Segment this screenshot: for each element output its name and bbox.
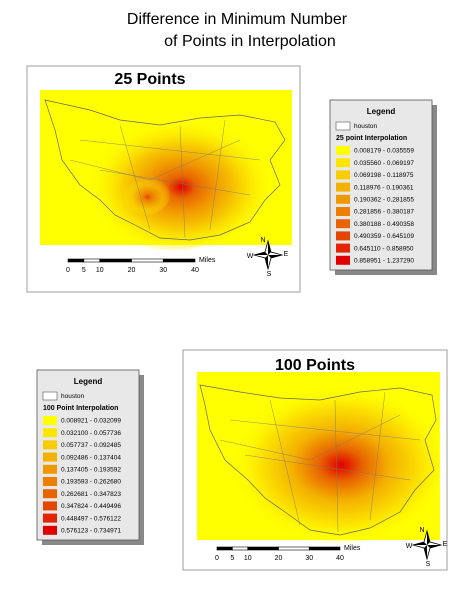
class-label: 0.035560 - 0.069197	[354, 160, 414, 167]
class-swatch	[43, 489, 57, 499]
scale-label: 40	[336, 555, 344, 562]
scale-segment	[247, 546, 279, 551]
class-label: 0.057737 - 0.092485	[61, 442, 121, 449]
class-label: 0.190362 - 0.281855	[354, 197, 414, 204]
class-swatch	[43, 477, 57, 486]
class-swatch	[336, 207, 350, 216]
scale-label: 40	[191, 267, 199, 274]
road-lines	[69, 119, 261, 239]
compass-n: N	[419, 527, 424, 534]
class-label: 0.118976 - 0.190361	[354, 184, 414, 191]
class-label: 0.193593 - 0.262680	[61, 479, 121, 486]
city-boundary	[199, 384, 437, 536]
title-line: of Points in Interpolation	[164, 33, 336, 50]
city-boundary	[44, 99, 286, 241]
title-line: Difference in Minimum Number	[127, 11, 348, 28]
class-label: 0.858951 - 1.237290	[354, 258, 414, 265]
class-label: 0.380188 - 0.490358	[354, 221, 414, 228]
scale-segment	[232, 546, 249, 551]
class-swatch	[43, 513, 57, 523]
scale-segment	[131, 258, 164, 263]
scale-label: 20	[128, 267, 136, 274]
legend-title: Legend	[367, 107, 396, 116]
compass-s: S	[267, 271, 272, 278]
legend-title: Legend	[74, 377, 103, 386]
compass-e: E	[443, 541, 448, 548]
scale-segment	[308, 546, 341, 551]
class-label: 0.008179 - 0.035559	[354, 148, 414, 155]
class-label: 0.281856 - 0.380187	[354, 209, 414, 216]
class-swatch	[336, 170, 350, 180]
compass-w: W	[406, 543, 413, 550]
class-swatch	[43, 464, 57, 474]
compass-e: E	[284, 251, 289, 258]
scale-segment	[67, 258, 85, 263]
scale-label: 30	[305, 555, 313, 562]
compass-s: S	[426, 561, 431, 568]
scale-segment	[216, 546, 233, 551]
class-swatch	[43, 428, 57, 438]
class-label: 0.347824 - 0.449496	[61, 503, 121, 510]
heat-area	[120, 175, 170, 215]
class-swatch	[336, 219, 350, 229]
scale-segment	[83, 258, 101, 263]
compass-n: N	[260, 237, 265, 244]
class-swatch	[336, 255, 350, 265]
class-label: 0.490359 - 0.645109	[354, 233, 414, 240]
layer-swatch	[42, 391, 58, 401]
scale-label: 0	[66, 267, 70, 274]
scale-label: 30	[159, 267, 167, 274]
scale-label: 0	[215, 555, 219, 562]
map-title: 100 Points	[275, 357, 355, 374]
class-label: 0.137405 - 0.193592	[61, 467, 121, 474]
scale-label: 5	[230, 555, 234, 562]
class-swatch	[43, 416, 57, 425]
compass-w: W	[247, 253, 254, 260]
class-label: 0.576123 - 0.734971	[61, 528, 121, 535]
class-swatch	[336, 231, 350, 241]
class-swatch	[336, 243, 350, 253]
class-swatch	[43, 501, 57, 511]
class-swatch	[336, 158, 350, 168]
class-label: 0.008921 - 0.032099	[61, 418, 121, 425]
class-swatch	[43, 440, 57, 450]
class-swatch	[43, 452, 57, 462]
class-swatch	[336, 146, 350, 155]
scale-segment	[162, 258, 196, 263]
map-title: 25 Points	[114, 71, 185, 88]
scale-label: 5	[82, 267, 86, 274]
class-label: 0.092486 - 0.137404	[61, 454, 121, 461]
class-label: 0.262681 - 0.347823	[61, 491, 121, 498]
class-label: 0.069198 - 0.118975	[354, 172, 414, 179]
class-swatch	[336, 194, 350, 204]
scale-unit: Miles	[199, 257, 216, 264]
class-label: 0.645110 - 0.858950	[354, 245, 414, 252]
scale-unit: Miles	[344, 545, 361, 552]
class-label: 0.032100 - 0.057736	[61, 430, 121, 437]
heat-area	[77, 110, 267, 250]
field-label: 25 point Interpolation	[336, 135, 407, 142]
compass-fill	[413, 531, 441, 559]
layer-label: houston	[61, 393, 85, 400]
layer-label: houston	[354, 123, 378, 130]
class-swatch	[336, 182, 350, 192]
scale-segment	[278, 546, 310, 551]
compass-fill	[254, 241, 282, 269]
class-swatch	[43, 525, 57, 535]
layer-swatch	[335, 121, 351, 131]
scale-segment	[99, 258, 132, 263]
field-label: 100 Point Interpolation	[43, 405, 118, 412]
scale-label: 10	[96, 267, 104, 274]
road-lines	[219, 391, 421, 533]
heat-area	[220, 385, 440, 545]
scale-label: 10	[244, 555, 252, 562]
scale-label: 20	[275, 555, 283, 562]
class-label: 0.448497 - 0.576122	[61, 515, 121, 522]
